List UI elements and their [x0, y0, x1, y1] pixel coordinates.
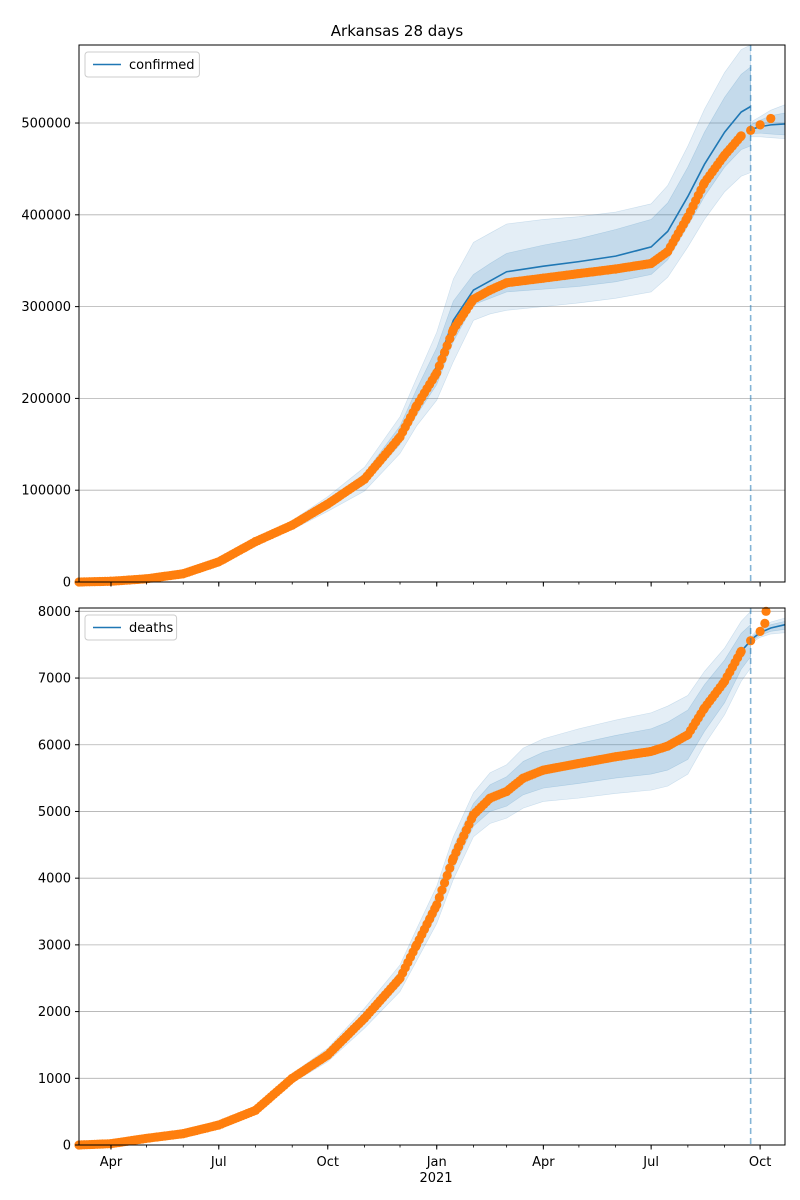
observed-point [432, 900, 442, 910]
inner-confidence-band [78, 623, 751, 1146]
observed-point [736, 646, 746, 656]
x-tick-label: Jul [210, 1155, 227, 1170]
y-tick-label: 200000 [21, 392, 71, 407]
observed-points [74, 113, 776, 587]
series-line-confirmed [78, 105, 752, 583]
deaths-panel: 0 1000 2000 3000 4000 5000 6000 7000 8000 Apr Jul O… [38, 605, 786, 1170]
y-tick-label: 2000 [38, 1005, 71, 1020]
observed-point [437, 885, 447, 895]
legend-box [84, 614, 178, 641]
y-tick-label: 7000 [38, 672, 71, 687]
legend-label: confirmed [129, 58, 195, 73]
y-tick-label: 300000 [21, 300, 71, 315]
observed-point [439, 878, 450, 888]
confirmed-panel: 0 100000 200000 300000 400000 500000 confirmed [21, 44, 786, 591]
observed-point [445, 863, 455, 873]
observed-point [760, 618, 770, 628]
y-tick-label: 100000 [21, 484, 71, 499]
y-tick-label: 8000 [38, 605, 71, 620]
plot-frame [78, 44, 786, 583]
y-tick-label: 3000 [38, 938, 71, 953]
plot-frame [78, 607, 786, 1146]
chart-title: Arkansas 28 days [331, 22, 464, 40]
observed-point [755, 120, 765, 130]
y-tick-label: 1000 [38, 1072, 71, 1087]
outer-confidence-band [78, 44, 751, 583]
observed-point [736, 131, 746, 141]
x-tick-label: Jan [426, 1155, 447, 1170]
y-tick-label: 5000 [38, 805, 71, 820]
x-year-label: 2021 [419, 1171, 452, 1186]
y-tick-label: 0 [63, 576, 71, 591]
series-line-forecast [750, 623, 786, 641]
observed-points [74, 606, 771, 1150]
x-tick-label: Jul [642, 1155, 659, 1170]
legend-label: deaths [129, 621, 174, 636]
inner-confidence-band [78, 66, 751, 583]
y-tick-label: 6000 [38, 738, 71, 753]
x-tick-label: Apr [532, 1155, 555, 1170]
x-tick-label: Apr [100, 1155, 123, 1170]
observed-point [755, 626, 765, 636]
observed-point [434, 892, 444, 903]
y-tick-label: 4000 [38, 872, 71, 887]
x-tick-label: Oct [317, 1155, 339, 1170]
observed-point [766, 113, 776, 124]
series-line-forecast [750, 123, 786, 131]
y-tick-label: 500000 [21, 117, 71, 132]
observed-point [761, 606, 771, 616]
y-tick-label: 0 [63, 1139, 71, 1154]
y-tick-label: 400000 [21, 208, 71, 223]
x-tick-label: Oct [749, 1155, 771, 1170]
legend-box [84, 51, 200, 78]
observed-point [442, 870, 452, 881]
